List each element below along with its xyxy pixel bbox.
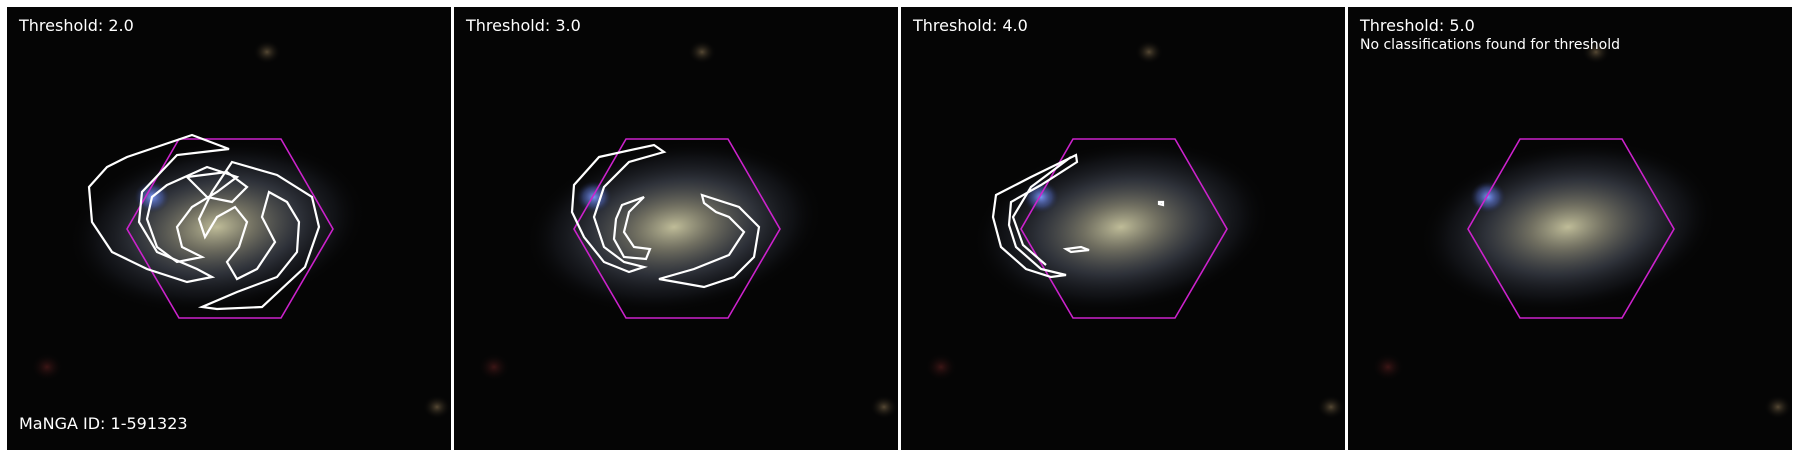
panel-title: Threshold: 5.0	[1360, 16, 1475, 35]
manga-id-label: MaNGA ID: 1-591323	[19, 414, 188, 433]
galaxy-image	[1372, 40, 1792, 419]
panel-title: Threshold: 2.0	[19, 16, 134, 35]
hexagon-outline	[1020, 138, 1228, 319]
galaxy-image	[478, 40, 898, 419]
panel-threshold-5: Threshold: 5.0 No classifications found …	[1348, 7, 1792, 450]
galaxy-image	[925, 40, 1345, 419]
galaxy-image	[31, 40, 451, 419]
panel-threshold-4: Threshold: 4.0	[901, 7, 1345, 450]
panel-title: Threshold: 4.0	[913, 16, 1028, 35]
panel-threshold-2: Threshold: 2.0 MaNGA ID: 1-591323	[7, 7, 451, 450]
contour-lines	[570, 143, 761, 289]
hexagon-outline	[126, 138, 334, 319]
panel-title: Threshold: 3.0	[466, 16, 581, 35]
contour-lines	[87, 133, 321, 311]
panel-threshold-3: Threshold: 3.0	[454, 7, 898, 450]
no-classifications-note: No classifications found for threshold	[1360, 37, 1620, 53]
hexagon-outline	[573, 138, 781, 319]
contour-lines	[991, 153, 1165, 279]
hexagon-outline	[1467, 138, 1675, 319]
